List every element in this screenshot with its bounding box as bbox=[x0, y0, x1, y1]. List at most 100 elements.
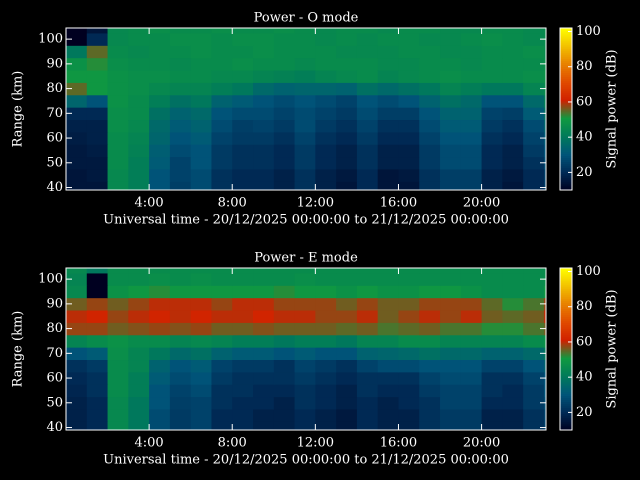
heatmap-cell bbox=[107, 359, 129, 373]
chart-title: Power - E mode bbox=[254, 251, 358, 266]
colorbar-tick-label: 60 bbox=[576, 334, 593, 349]
heatmap-cell bbox=[502, 371, 524, 385]
heatmap-cell bbox=[232, 268, 254, 274]
heatmap-cell bbox=[419, 131, 441, 145]
heatmap-cell bbox=[336, 384, 358, 398]
heatmap-cell bbox=[356, 272, 379, 286]
heatmap-cell bbox=[253, 57, 275, 71]
heatmap-cell bbox=[398, 359, 420, 373]
heatmap-cell bbox=[315, 268, 337, 274]
y-tick-label: 70 bbox=[46, 346, 63, 361]
heatmap-cell bbox=[481, 384, 503, 398]
colorbar-step bbox=[560, 88, 572, 92]
heatmap-cell bbox=[419, 70, 441, 83]
heatmap-cell bbox=[356, 334, 379, 348]
heatmap-cell bbox=[169, 359, 192, 373]
heatmap-cell bbox=[419, 285, 441, 299]
colorbar-step bbox=[560, 346, 572, 350]
heatmap-cell bbox=[502, 119, 524, 133]
colorbar-step bbox=[560, 169, 572, 173]
heatmap-cell bbox=[169, 396, 192, 410]
heatmap-cell bbox=[169, 168, 192, 182]
colorbar-step bbox=[560, 102, 572, 106]
heatmap-cell bbox=[294, 57, 316, 71]
heatmap-cell bbox=[149, 131, 171, 145]
heatmap-cell bbox=[398, 310, 420, 323]
heatmap-cell bbox=[128, 82, 150, 96]
heatmap-cell bbox=[169, 310, 192, 323]
colorbar-step bbox=[560, 421, 572, 425]
heatmap-cell bbox=[460, 28, 483, 34]
colorbar-step bbox=[560, 375, 572, 378]
heatmap-cell bbox=[190, 334, 212, 348]
heatmap-cell bbox=[128, 272, 150, 286]
colorbar-step bbox=[560, 322, 572, 326]
heatmap-cell bbox=[253, 107, 275, 121]
heatmap-cell bbox=[356, 82, 379, 96]
heatmap-cell bbox=[107, 297, 129, 311]
colorbar-step bbox=[560, 377, 572, 380]
heatmap-cell bbox=[440, 131, 462, 145]
heatmap-cell bbox=[169, 57, 192, 71]
heatmap-cell bbox=[294, 285, 316, 299]
heatmap-cell bbox=[523, 32, 545, 46]
colorbar-step bbox=[560, 351, 572, 354]
heatmap-cell bbox=[169, 131, 192, 145]
heatmap-cell bbox=[232, 144, 254, 158]
heatmap-cell bbox=[398, 28, 420, 34]
heatmap-cell bbox=[398, 70, 420, 83]
heatmap-cell bbox=[377, 371, 399, 385]
heatmap-cell bbox=[502, 359, 524, 373]
heatmap-cell bbox=[169, 144, 192, 158]
colorbar-step bbox=[560, 153, 572, 157]
colorbar-step bbox=[560, 173, 572, 177]
colorbar-step bbox=[560, 324, 572, 328]
colorbar-step bbox=[560, 282, 572, 285]
heatmap-cell bbox=[356, 408, 379, 422]
heatmap-cell bbox=[169, 107, 192, 121]
heatmap-cell bbox=[128, 131, 150, 145]
heatmap-cell bbox=[107, 371, 129, 385]
heatmap-cell bbox=[336, 268, 358, 274]
heatmap-cell bbox=[440, 334, 462, 348]
heatmap-cell bbox=[232, 359, 254, 373]
heatmap-cell bbox=[232, 32, 254, 46]
heatmap-cell bbox=[315, 371, 337, 385]
heatmap-cell bbox=[253, 131, 275, 145]
heatmap-cell bbox=[294, 94, 316, 108]
heatmap-cell bbox=[211, 70, 233, 83]
heatmap-cell bbox=[128, 421, 150, 431]
heatmap-cell bbox=[149, 334, 171, 348]
heatmap-cell bbox=[128, 28, 150, 34]
colorbar-step bbox=[560, 78, 572, 82]
heatmap-cell bbox=[66, 144, 88, 158]
heatmap-cell bbox=[377, 334, 399, 348]
colorbar-label: Signal power (dB) bbox=[605, 49, 620, 168]
heatmap-cell bbox=[253, 82, 275, 96]
heatmap-cell bbox=[460, 272, 483, 286]
heatmap-cell bbox=[149, 119, 171, 133]
colorbar-step bbox=[560, 171, 572, 175]
heatmap-cell bbox=[336, 359, 358, 373]
colorbar-step bbox=[560, 90, 572, 94]
colorbar-step bbox=[560, 314, 572, 318]
colorbar-step bbox=[560, 86, 572, 90]
colorbar-step bbox=[560, 141, 572, 144]
colorbar-step bbox=[560, 117, 572, 120]
colorbar-tick-label: 40 bbox=[576, 130, 593, 145]
x-tick-label: 20:00 bbox=[463, 436, 500, 451]
heatmap-cell bbox=[86, 371, 109, 385]
heatmap-cell bbox=[481, 421, 503, 431]
heatmap-cell bbox=[543, 45, 547, 59]
colorbar-step bbox=[560, 361, 572, 364]
heatmap-cell bbox=[502, 396, 524, 410]
colorbar-tick-label: 40 bbox=[576, 370, 593, 385]
heatmap-cell bbox=[128, 359, 150, 373]
heatmap-cell bbox=[128, 285, 150, 299]
heatmap-cell bbox=[294, 334, 316, 348]
colorbar-step bbox=[560, 159, 572, 163]
heatmap-cell bbox=[273, 347, 296, 361]
colorbar-tick-label: 20 bbox=[576, 165, 593, 180]
heatmap-cell bbox=[86, 28, 109, 34]
